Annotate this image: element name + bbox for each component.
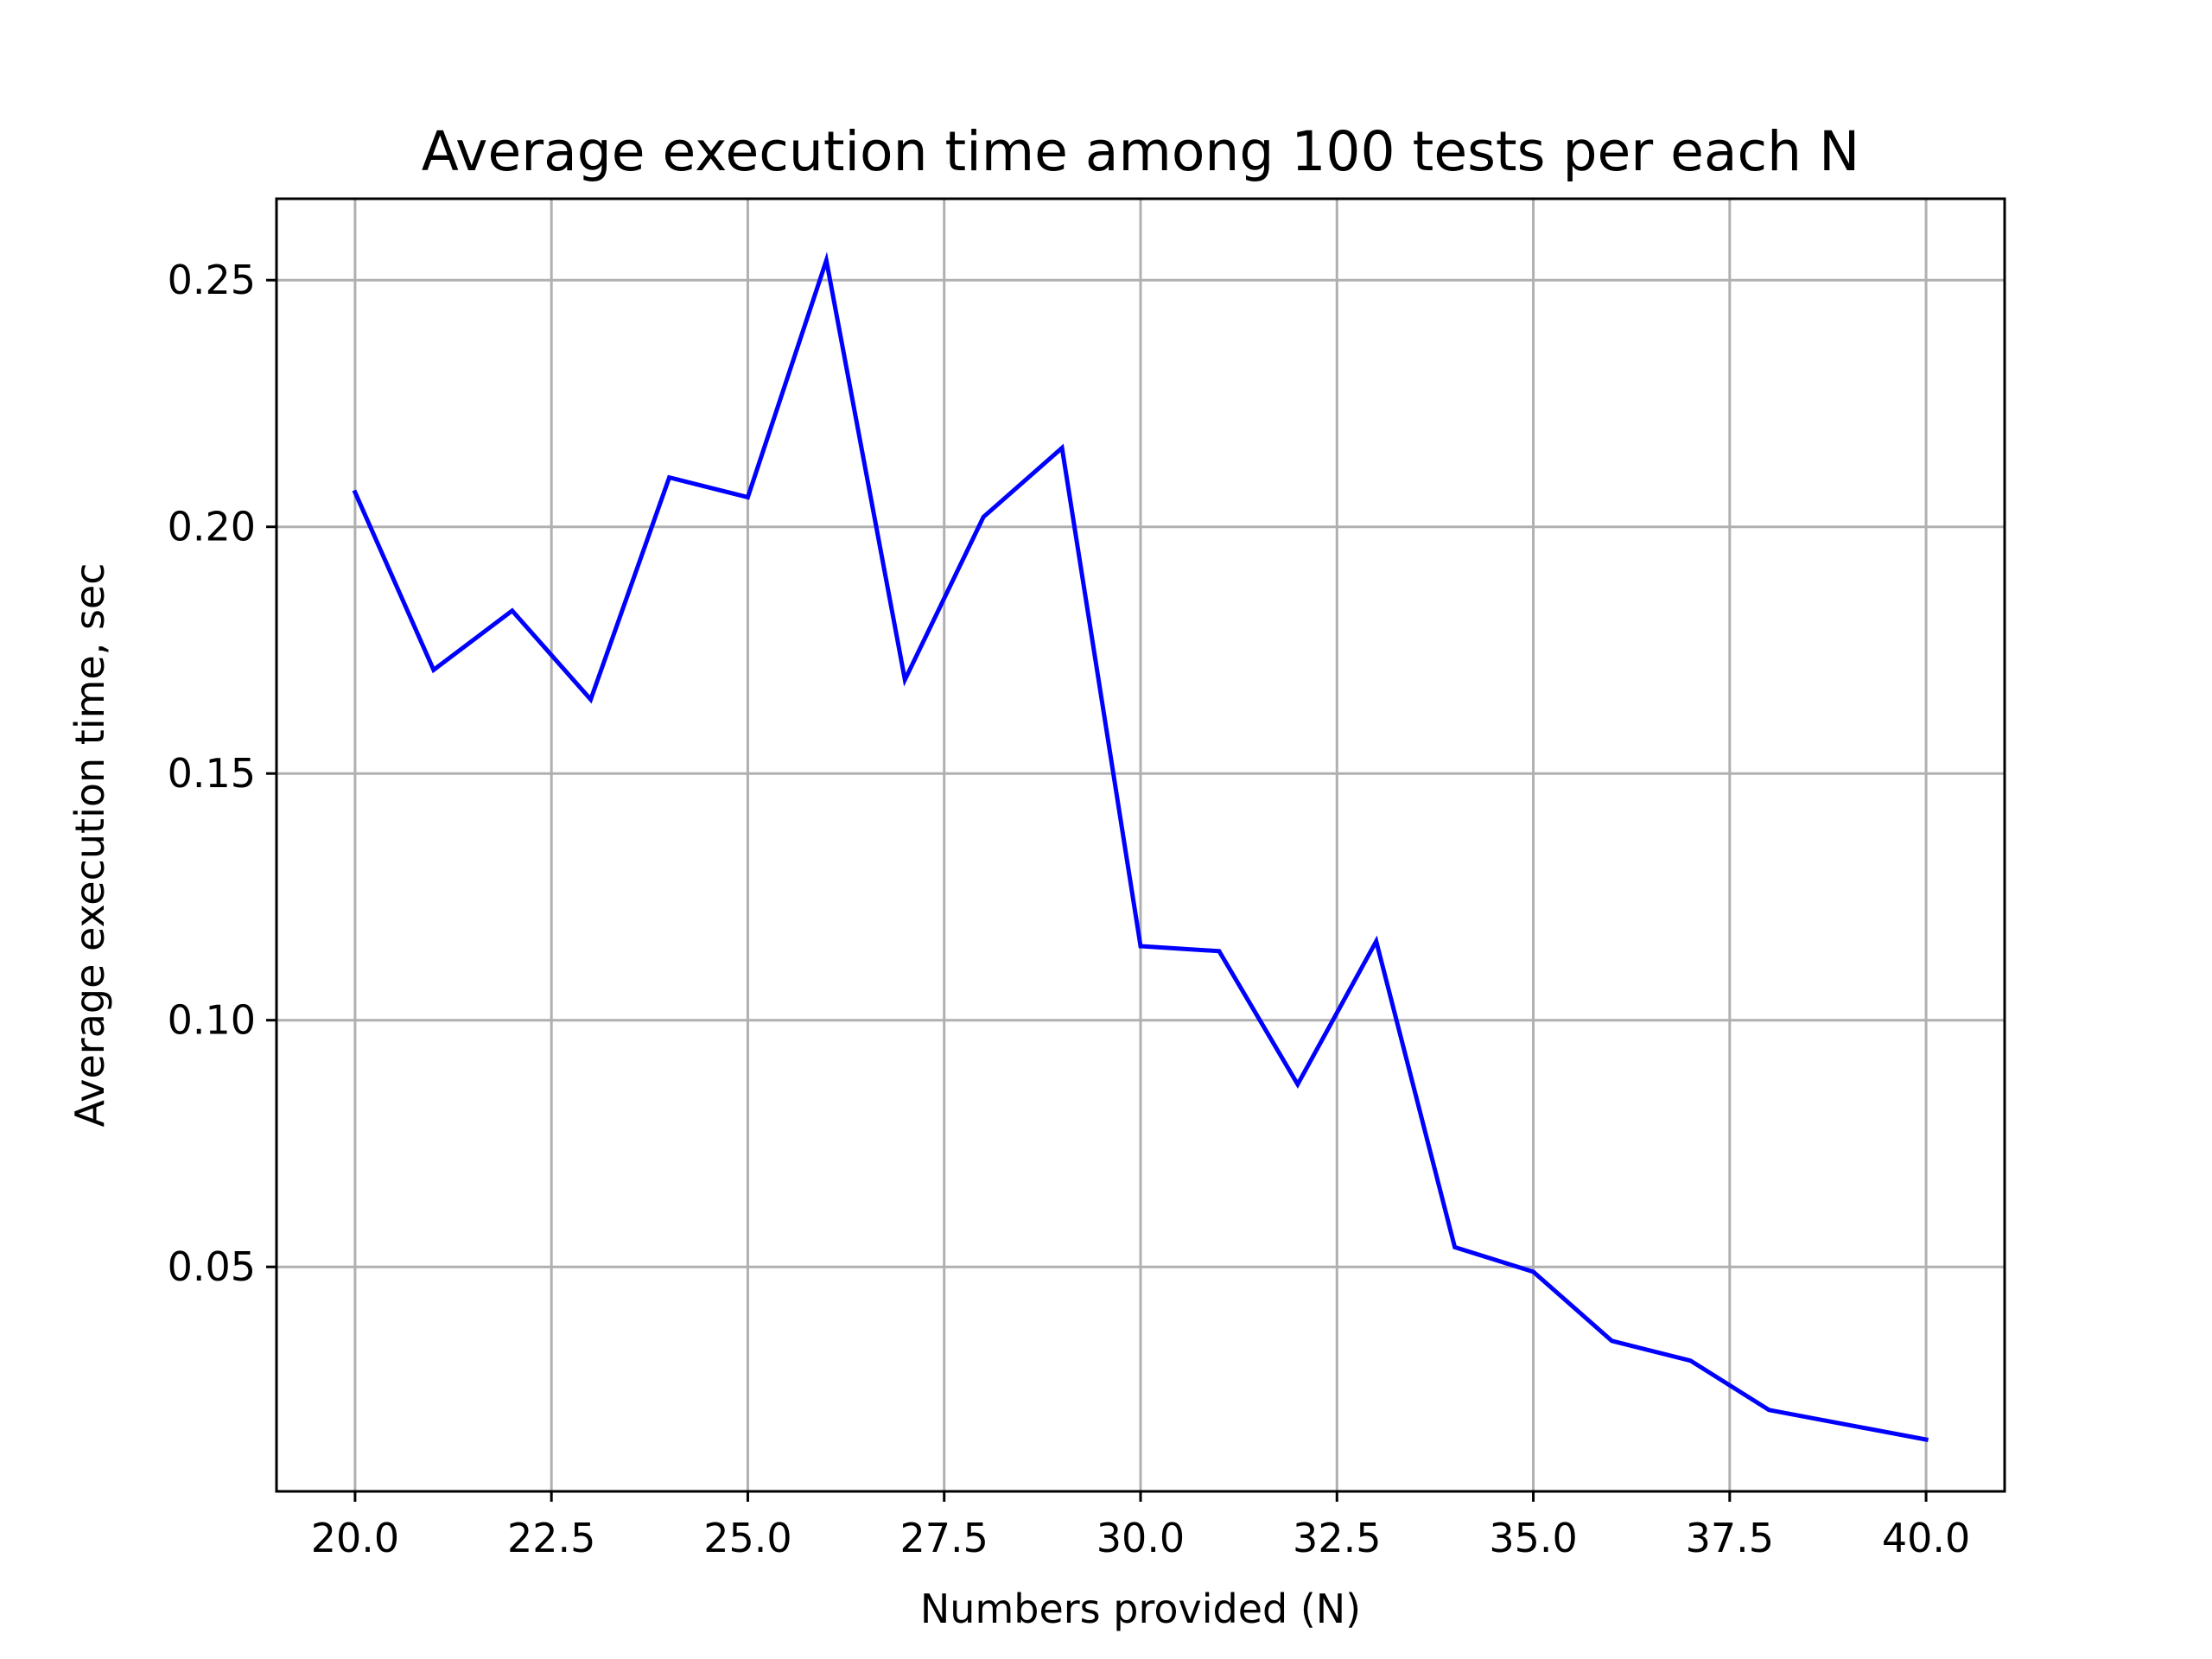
chart-title: Average execution time among 100 tests p… (422, 120, 1859, 183)
x-axis-ticks: 20.0 22.5 25.0 27.5 30.0 32.5 35.0 37.5 40.0 (311, 1491, 1970, 1561)
x-tick-label: 32.5 (1293, 1515, 1381, 1561)
x-tick-label: 40.0 (1882, 1515, 1970, 1561)
x-tick-label: 30.0 (1096, 1515, 1185, 1561)
y-tick-label: 0.10 (168, 997, 256, 1044)
y-axis-title: Average execution time, sec (67, 563, 113, 1127)
x-tick-label: 20.0 (311, 1515, 399, 1561)
y-tick-label: 0.15 (168, 750, 256, 797)
y-axis-ticks: 0.05 0.10 0.15 0.20 0.25 (168, 257, 276, 1290)
series-line-0 (352, 251, 1929, 1442)
x-tick-label: 25.0 (703, 1515, 791, 1561)
x-tick-label: 37.5 (1686, 1515, 1774, 1561)
y-tick-label: 0.20 (168, 504, 256, 550)
x-axis-title: Numbers provided (N) (920, 1586, 1361, 1632)
x-tick-label: 27.5 (900, 1515, 988, 1561)
y-tick-label: 0.05 (168, 1243, 256, 1290)
grid (276, 199, 2005, 1491)
x-tick-label: 22.5 (507, 1515, 595, 1561)
x-tick-label: 35.0 (1489, 1515, 1577, 1561)
series-layer (352, 251, 1929, 1442)
y-tick-label: 0.25 (168, 257, 256, 303)
